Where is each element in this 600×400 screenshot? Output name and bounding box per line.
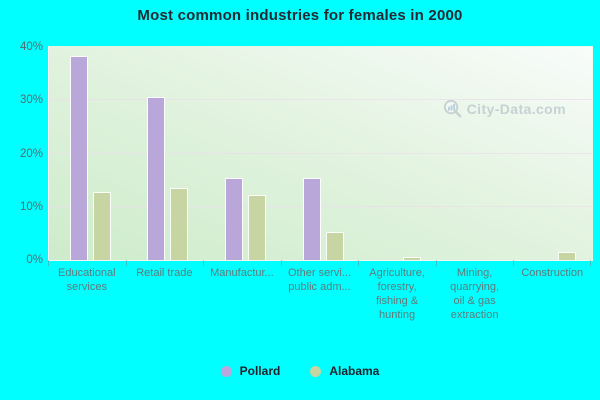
y-axis-tick-label: 30%: [19, 94, 43, 107]
magnifier-barchart-icon: [442, 98, 463, 119]
legend-label: Alabama: [329, 364, 380, 378]
legend-label: Pollard: [239, 364, 281, 378]
axis-tick: [203, 260, 204, 266]
axis-tick: [513, 260, 514, 266]
chart-title: Most common industries for females in 20…: [137, 7, 463, 24]
x-axis-category-label: Construction: [521, 267, 584, 279]
y-axis-tick-label: 20%: [19, 147, 43, 160]
bar-pollard-4: [302, 178, 321, 260]
x-axis-category-label: Mining, quarrying, oil & gas extraction: [450, 267, 500, 321]
axis-tick: [126, 260, 127, 266]
axis-tick: [281, 260, 282, 266]
bar-pollard-3: [224, 178, 243, 260]
gridline: [49, 99, 592, 101]
y-axis-tick-label: 0%: [26, 254, 43, 266]
x-axis-category-label: Educational services: [58, 267, 116, 293]
plot-area: City-Data.com: [48, 46, 593, 261]
legend-swatch-icon: [310, 365, 322, 377]
x-axis: [48, 259, 591, 267]
x-axis-category-label: Agriculture, forestry, fishing & hunting: [369, 267, 425, 321]
legend: Pollard Alabama: [0, 364, 600, 378]
bar-alabama-5: [403, 256, 422, 260]
bar-alabama-2: [170, 187, 189, 260]
bar-alabama-1: [92, 191, 111, 260]
axis-tick: [358, 260, 359, 266]
legend-item: Alabama: [310, 364, 379, 378]
bar-pollard-2: [147, 96, 166, 260]
axis-tick: [436, 260, 437, 266]
x-axis-category-label: Other servi... public adm...: [288, 267, 351, 293]
y-axis-tick-label: 10%: [19, 200, 43, 213]
legend-item: Pollard: [220, 364, 281, 378]
bar-alabama-3: [247, 194, 266, 260]
axis-tick: [590, 260, 591, 266]
x-axis-category-label: Manufactur...: [210, 267, 274, 279]
bar-alabama-4: [325, 231, 344, 260]
x-axis-category-label: Retail trade: [136, 267, 193, 279]
watermark-text: City-Data.com: [466, 100, 566, 117]
gridline: [49, 205, 592, 207]
y-axis-tick-label: 40%: [19, 41, 43, 53]
bar-pollard-1: [69, 55, 88, 260]
y-axis: 0% 10% 20% 30% 40%: [0, 41, 43, 266]
bar-alabama-7: [558, 252, 577, 260]
axis-tick: [48, 260, 49, 266]
legend-swatch-icon: [220, 365, 232, 377]
watermark: City-Data.com: [442, 98, 566, 119]
gridline: [49, 152, 592, 154]
